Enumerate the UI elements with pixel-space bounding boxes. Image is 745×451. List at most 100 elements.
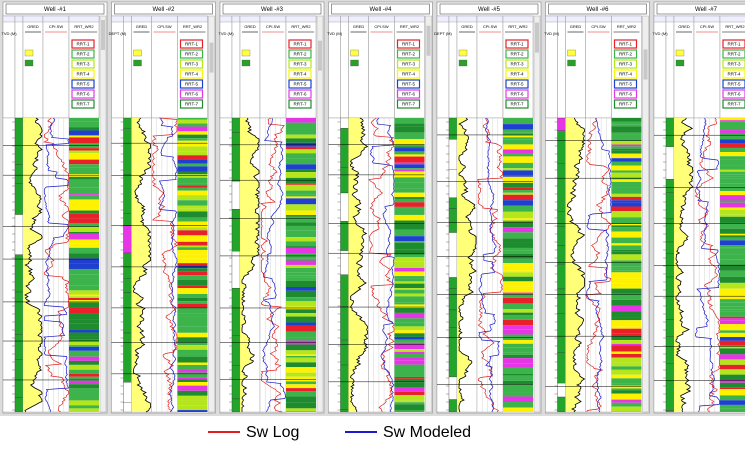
rrt-band — [720, 130, 745, 133]
rrt-band — [69, 296, 99, 298]
track-number — [477, 16, 503, 22]
zone-segment — [124, 128, 132, 174]
track-header — [132, 16, 152, 118]
rrt-band — [286, 215, 316, 217]
rrt-band — [69, 332, 99, 336]
rrt-band — [69, 347, 99, 351]
rrt-band — [286, 332, 316, 338]
track-label: RRT_WR2 — [508, 24, 528, 29]
track-number — [15, 16, 23, 22]
rrt-band — [395, 333, 425, 337]
rrt-band — [69, 357, 99, 361]
rrt-band — [69, 196, 99, 200]
rrt-band — [612, 394, 642, 400]
rrt-band — [503, 325, 533, 329]
rrt-band — [612, 141, 642, 145]
rrt-band — [69, 361, 99, 365]
rrt-band — [612, 173, 642, 178]
rrt-band — [612, 283, 642, 288]
rrt-band — [612, 260, 642, 266]
rrt-band — [286, 354, 316, 356]
rrt-band — [503, 313, 533, 316]
rrt-band — [69, 177, 99, 180]
rrt-band — [612, 124, 642, 126]
rrt-band — [286, 377, 316, 382]
rrt-band — [178, 135, 208, 139]
zone-segment — [341, 340, 349, 365]
rrt-band — [286, 149, 316, 153]
rrt-band — [395, 296, 425, 302]
scrollbar — [426, 16, 432, 412]
zone-segment — [341, 167, 349, 193]
rrt-band — [395, 281, 425, 283]
rrt-band — [720, 195, 745, 200]
rrt-band — [286, 362, 316, 367]
zone-segment — [341, 221, 349, 250]
rrt-band — [178, 343, 208, 346]
rrt-band — [69, 269, 99, 275]
rrt-band — [720, 120, 745, 122]
zone-segment — [666, 219, 674, 242]
rrt-band — [612, 354, 642, 358]
rrt-band — [178, 187, 208, 190]
rrt-legend-label: RRT-5 — [402, 82, 415, 87]
rrt-band — [69, 381, 99, 384]
rrt-band — [286, 384, 316, 388]
track-header — [23, 16, 43, 118]
legend-label: Sw Modeled — [383, 424, 471, 441]
zone-segment — [341, 365, 349, 409]
rrt-band — [720, 369, 745, 374]
rrt-band — [178, 183, 208, 185]
rrt-legend-label: RRT-7 — [294, 102, 307, 107]
rrt-band — [69, 223, 99, 227]
track-number — [369, 16, 395, 22]
zone-segment — [449, 310, 457, 328]
rrt-band — [503, 195, 533, 200]
zone-segment — [124, 175, 132, 214]
rrt-band — [178, 147, 208, 152]
rrt-band — [69, 298, 99, 300]
zone-segment — [124, 253, 132, 278]
rrt-band — [503, 384, 533, 389]
rrt-band — [178, 294, 208, 298]
rrt-band — [286, 259, 316, 261]
rrt-band — [286, 172, 316, 178]
track-number — [558, 16, 566, 22]
rrt-band — [612, 279, 642, 284]
rrt-band — [720, 191, 745, 195]
rrt-band — [286, 204, 316, 210]
rrt-band — [286, 287, 316, 291]
zone-segment — [124, 333, 132, 382]
zone-segment — [232, 209, 240, 251]
rrt-band — [178, 131, 208, 134]
rrt-band — [286, 159, 316, 164]
rrt-band — [178, 124, 208, 127]
rrt-band — [178, 250, 208, 255]
rrt-band — [612, 267, 642, 269]
rrt-band — [69, 199, 99, 205]
rrt-band — [286, 226, 316, 231]
rrt-band — [69, 391, 99, 397]
rrt-band — [612, 334, 642, 336]
track-label: CPI.SW — [700, 24, 714, 29]
track-label: CPI.SW — [157, 24, 171, 29]
rrt-band — [69, 307, 99, 310]
rrt-band — [69, 182, 99, 188]
rrt-band — [612, 203, 642, 207]
rrt-legend-label: RRT-3 — [77, 62, 90, 67]
rrt-band — [612, 375, 642, 379]
rrt-legend-label: RRT-7 — [511, 102, 524, 107]
rrt-band — [69, 408, 99, 412]
rrt-band — [503, 149, 533, 153]
rrt-band — [612, 363, 642, 367]
rrt-band — [395, 249, 425, 254]
rrt-legend-label: RRT-4 — [619, 72, 632, 77]
rrt-band — [503, 218, 533, 220]
rrt-band — [69, 127, 99, 130]
rrt-legend-label: RRT-2 — [511, 52, 524, 57]
rrt-band — [286, 211, 316, 215]
rrt-band — [69, 396, 99, 400]
rrt-legend-label: RRT-2 — [402, 52, 415, 57]
track-label: GRED — [461, 24, 473, 29]
